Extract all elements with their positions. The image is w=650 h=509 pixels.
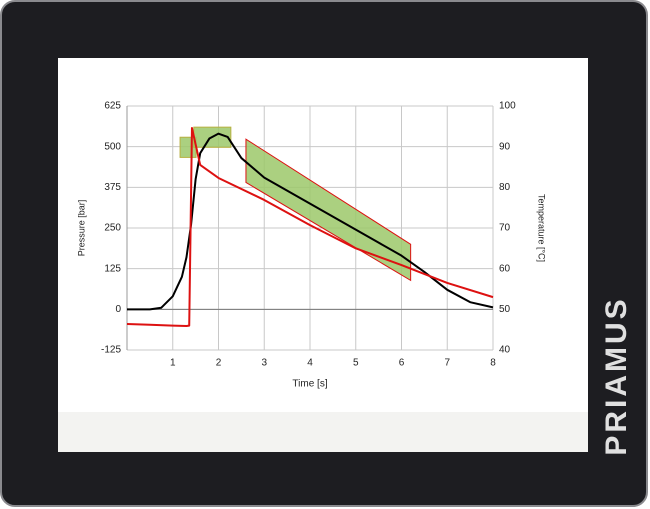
y-tick-label: 500 [104, 141, 121, 152]
series-line [126, 126, 494, 328]
x-axis-title: Time [s] [292, 379, 327, 390]
status-strip [58, 412, 588, 452]
series-line [127, 132, 494, 311]
y2-tick-label: 40 [499, 345, 511, 356]
x-tick-label: 1 [170, 358, 176, 369]
y2-axis-title: Temperature [°C] [537, 194, 547, 262]
y2-tick-label: 50 [499, 304, 511, 315]
y2-tick-label: 100 [499, 101, 516, 112]
y2-tick-label: 60 [499, 263, 511, 274]
tolerance-envelope [245, 138, 412, 282]
y-tick-label: 0 [115, 304, 121, 315]
y-tick-label: 375 [104, 182, 121, 193]
brand: PRIAMUS [600, 296, 633, 455]
y-tick-label: 125 [104, 263, 121, 274]
x-tick-label: 4 [307, 358, 313, 369]
y-axis-title: Pressure [bar] [76, 200, 86, 257]
y2-tick-label: 80 [499, 182, 511, 193]
x-tick-label: 5 [353, 358, 359, 369]
x-tick-label: 8 [490, 358, 496, 369]
x-tick-label: 3 [261, 358, 267, 369]
x-tick-label: 6 [399, 358, 405, 369]
x-tick-label: 7 [444, 358, 450, 369]
y2-tick-label: 70 [499, 223, 511, 234]
y-tick-label: 250 [104, 223, 121, 234]
screen [58, 58, 588, 452]
y-tick-label: 625 [104, 101, 121, 112]
y-tick-label: -125 [101, 345, 121, 356]
x-tick-label: 2 [216, 358, 222, 369]
y2-tick-label: 90 [499, 141, 511, 152]
